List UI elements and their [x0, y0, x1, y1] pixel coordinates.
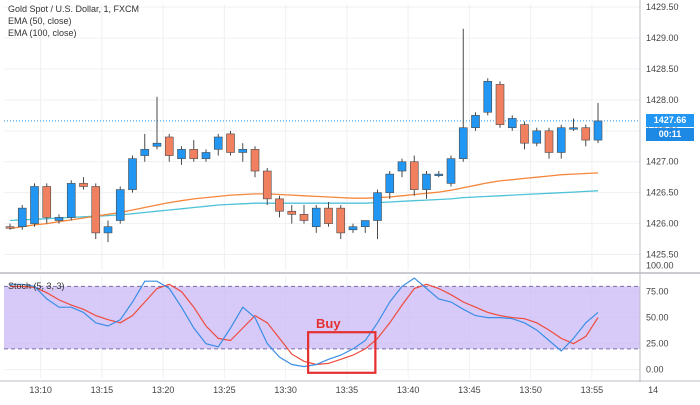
- candle-body: [152, 142, 162, 147]
- x-tick-label: 13:10: [29, 385, 52, 395]
- candle-body: [373, 192, 382, 221]
- candle-body: [189, 149, 199, 159]
- x-tick-label: 13:50: [519, 385, 542, 395]
- stoch-tick-label: 100.00: [646, 261, 674, 271]
- stoch-tick-label: 25.00: [646, 339, 669, 349]
- candle-body: [324, 207, 333, 224]
- price-tick-label: 1428.00: [646, 95, 679, 105]
- buy-annotation-label: Buy: [316, 316, 341, 331]
- ema100-legend: EMA (100, close): [8, 28, 77, 38]
- candle-body: [507, 118, 517, 129]
- candle-body: [422, 173, 431, 190]
- candle-body: [275, 198, 284, 212]
- candle-body: [397, 161, 407, 172]
- candle-body: [103, 226, 113, 234]
- candle-body: [348, 226, 358, 231]
- ema50-legend: EMA (50, close): [8, 16, 72, 26]
- candle-body: [360, 220, 370, 227]
- candle-body: [262, 170, 272, 200]
- tick-labels: 13:10 13:15 13:20 13:25 13:30 13:35 13:40 13:45…: [29, 2, 678, 395]
- stochastic-band: [4, 286, 640, 349]
- candle-body: [409, 161, 419, 190]
- stoch-tick-label: 75.00: [646, 287, 669, 297]
- candle-body: [336, 207, 346, 234]
- candle-body: [311, 207, 321, 227]
- x-tick-label: 13:35: [336, 385, 359, 395]
- chart-title: Gold Spot / U.S. Dollar, 1, FXCM: [8, 4, 140, 14]
- price-tick-label: 1429.00: [646, 33, 679, 43]
- candle-body: [434, 173, 444, 176]
- candle-body: [213, 136, 223, 150]
- ema-lines: [9, 172, 599, 230]
- candle-body: [5, 226, 15, 229]
- candle-body: [91, 186, 101, 234]
- price-tick-label: 1426.00: [646, 219, 679, 229]
- stoch-legend: Stoch (5, 3, 3): [8, 281, 65, 291]
- candle-body: [177, 149, 186, 159]
- ema50-line: [9, 172, 599, 230]
- stoch-d-line: [10, 283, 599, 366]
- candle-body: [128, 158, 137, 190]
- candle-body: [556, 127, 566, 153]
- candle-body: [238, 149, 248, 153]
- candle-body: [79, 183, 88, 187]
- stoch-tick-label: 50.00: [646, 313, 669, 323]
- candle-body: [471, 115, 480, 129]
- candle-body: [66, 183, 76, 218]
- candle-body: [385, 173, 395, 193]
- stochastic-lines: [10, 277, 599, 368]
- candle-body: [446, 158, 456, 184]
- price-tick-label: 1426.50: [646, 188, 679, 198]
- bar-countdown-tag: 00:11: [646, 128, 694, 141]
- x-tick-label: 13:30: [274, 385, 297, 395]
- x-tick-label: 13:25: [213, 385, 236, 395]
- buy-annotation-box: [307, 331, 377, 374]
- last-price-tag: 1427.66: [646, 114, 694, 127]
- axes: [0, 0, 700, 382]
- candle-body: [54, 217, 64, 221]
- x-tick-label: 14: [648, 385, 658, 395]
- candle-body: [164, 136, 174, 156]
- candle-body: [250, 149, 260, 172]
- candle-body: [458, 127, 468, 159]
- price-tick-label: 1425.50: [646, 250, 679, 260]
- candle-body: [299, 214, 309, 221]
- candle-body: [287, 210, 297, 215]
- candle-body: [495, 84, 505, 125]
- candle-body: [520, 124, 529, 144]
- candle-body: [544, 130, 554, 153]
- stoch-k-line: [10, 277, 599, 368]
- price-tick-label: 1428.50: [646, 64, 679, 74]
- x-tick-label: 13:45: [458, 385, 481, 395]
- candle-body: [30, 186, 39, 224]
- candle-body: [569, 127, 578, 130]
- x-tick-label: 13:40: [397, 385, 420, 395]
- candle-body: [226, 133, 235, 153]
- x-tick-label: 13:55: [581, 385, 604, 395]
- candle-body: [532, 130, 542, 144]
- candle-body: [17, 207, 27, 227]
- candle-body: [483, 81, 493, 113]
- candle-body: [140, 149, 150, 156]
- candle-body: [115, 189, 125, 221]
- candle-body: [581, 127, 591, 141]
- stoch-tick-label: 0.00: [646, 365, 664, 375]
- candle-body: [42, 186, 52, 218]
- candles: [5, 28, 603, 243]
- price-tick-label: 1427.00: [646, 157, 679, 167]
- x-tick-label: 13:15: [91, 385, 114, 395]
- price-tick-label: 1429.50: [646, 2, 679, 12]
- x-tick-label: 13:20: [152, 385, 175, 395]
- candle-body: [201, 152, 211, 159]
- ema100-line: [9, 190, 599, 222]
- candle-body: [593, 120, 603, 141]
